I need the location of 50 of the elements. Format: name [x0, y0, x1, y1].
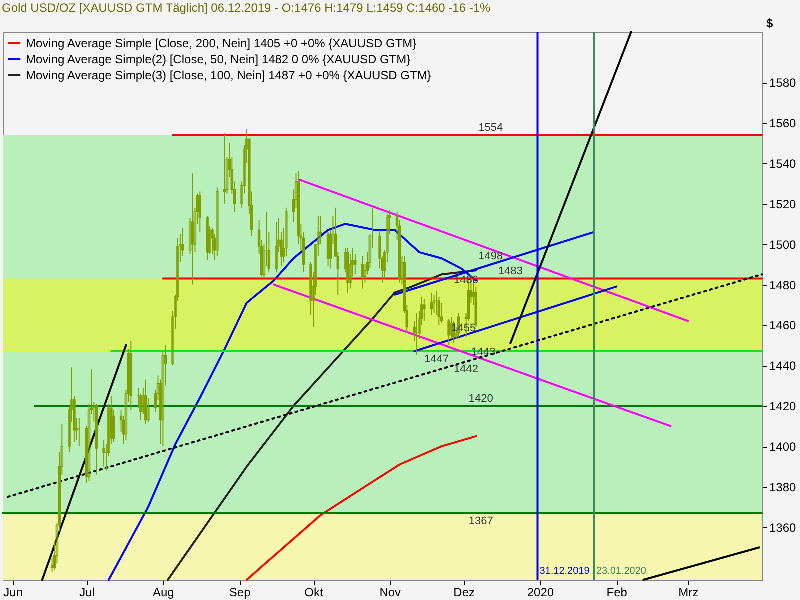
x-tick-label: Aug [153, 586, 174, 600]
candlestick [102, 440, 106, 468]
y-tick-label: 1460 [770, 318, 797, 333]
y-tick-label: 1500 [770, 238, 797, 252]
x-tick-label: Sep [229, 586, 252, 600]
chart-title: Gold USD/OZ [XAUUSD GTM Täglich] 06.12.2019 - O:1476 H:1479 L:1459 C:1460 -16 -1% [2, 1, 492, 15]
x-tick-label: Nov [380, 586, 402, 600]
y-tick-label: 1380 [770, 480, 797, 494]
x-tick-label: Okt [304, 586, 324, 600]
candlestick [191, 173, 194, 286]
y-tick-label: 1540 [770, 156, 797, 171]
candlestick [326, 232, 330, 268]
annotation: 1447 [424, 354, 449, 366]
ref-line-label: 23.01.2020 [596, 566, 647, 577]
candlestick [430, 292, 434, 316]
x-tick-label: Feb [606, 586, 628, 600]
candlestick [198, 191, 202, 233]
y-tick-label: 1440 [770, 359, 797, 374]
y-axis-title: $ [766, 16, 774, 30]
candlestick [361, 256, 364, 290]
candlestick [144, 379, 148, 425]
annotation: 1367 [468, 515, 494, 528]
annotation: 1483 [498, 266, 523, 278]
y-tick-label: 1400 [770, 440, 797, 454]
y-tick-label: 1560 [770, 116, 797, 130]
annotation: 1498 [478, 250, 504, 262]
x-tick-label: Jul [80, 586, 95, 600]
annotation: 1554 [478, 122, 504, 134]
x-tick-label: Mrz [678, 586, 699, 600]
legend-label: Moving Average Simple(3) [Close, 100, Nein] 1487 +0 +0% {XAUUSD GTM} [26, 68, 432, 82]
candlestick [130, 340, 133, 411]
candlestick [432, 294, 436, 314]
candlestick [275, 222, 278, 274]
annotation: 1442 [454, 364, 479, 376]
x-tick-label: 2020 [527, 586, 554, 600]
y-tick-label: 1580 [770, 76, 797, 90]
annotation: 1420 [468, 393, 494, 406]
candlestick [423, 298, 426, 322]
candlestick [448, 318, 450, 346]
x-tick-label: Jun [4, 586, 24, 600]
x-tick-label: Dez [454, 586, 475, 600]
y-tick-label: 1520 [770, 197, 797, 212]
candlestick [216, 187, 219, 257]
legend-label: Moving Average Simple [Close, 200, Nein] 1405 +0 +0% {XAUUSD GTM} [26, 36, 417, 50]
y-tick-label: 1480 [770, 278, 797, 292]
legend-label: Moving Average Simple(2) [Close, 50, Nein] 1482 0 0% {XAUUSD GTM} [26, 52, 411, 66]
y-tick-label: 1360 [770, 520, 797, 535]
ref-line-label: 31.12.2019 [540, 566, 590, 577]
y-tick-label: 1420 [770, 400, 797, 414]
annotation: 1455 [452, 322, 476, 334]
